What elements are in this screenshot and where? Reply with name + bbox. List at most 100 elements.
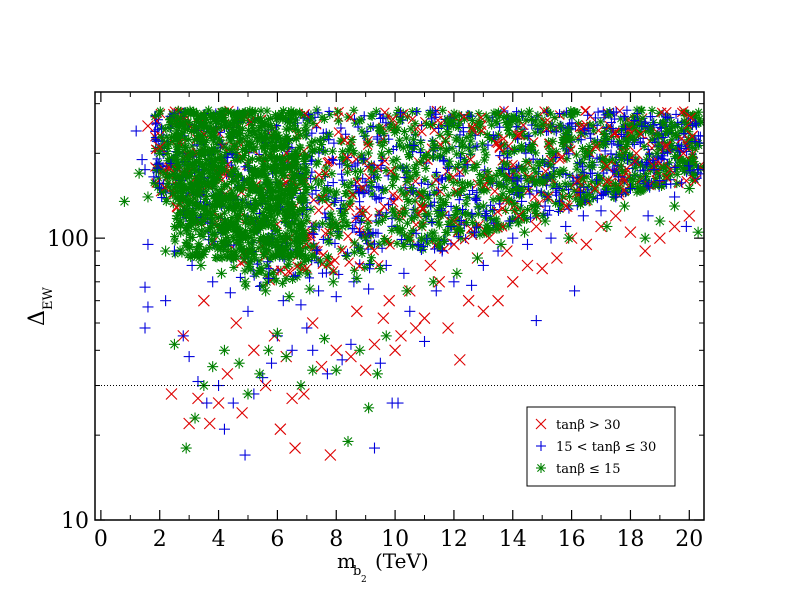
dense-point-star	[197, 147, 207, 157]
dense-point-star	[442, 114, 452, 124]
dense-point-star	[419, 153, 429, 163]
dense-point-star	[258, 209, 268, 219]
dense-point-star	[212, 153, 222, 163]
dense-point-star	[315, 256, 325, 266]
series-2-point-38	[669, 200, 681, 212]
dense-point-star	[499, 113, 509, 123]
dense-point-star	[198, 231, 208, 241]
dense-point-star	[448, 177, 458, 187]
dense-point-star	[401, 133, 411, 143]
legend-label-2: tanβ ≤ 15	[556, 462, 621, 477]
dense-point-star	[176, 118, 186, 128]
dense-point-star	[269, 132, 279, 142]
dense-point-star	[190, 120, 200, 130]
dense-point-plus	[455, 153, 465, 163]
dense-point-star	[216, 185, 226, 195]
dense-point-star	[441, 227, 451, 237]
dense-point-star	[538, 156, 548, 166]
dense-point-star	[286, 187, 296, 197]
dense-point-star	[199, 110, 209, 120]
series-2-point-37	[654, 215, 666, 227]
dense-point-star	[572, 108, 582, 118]
dense-point-star	[170, 153, 180, 163]
dense-point-star	[259, 250, 269, 260]
series-2-point-11	[242, 388, 254, 400]
dense-point-star	[173, 173, 183, 183]
dense-point-star	[455, 226, 465, 236]
dense-point-star	[196, 250, 206, 260]
dense-point-star	[531, 121, 541, 131]
series-2-point-1	[133, 167, 145, 179]
dense-point-star	[308, 241, 318, 251]
dense-point-star	[172, 126, 182, 136]
series-2-point-3	[160, 245, 172, 257]
dense-point-star	[373, 217, 383, 227]
dense-point-star	[479, 145, 489, 155]
series-2-point-61	[183, 183, 195, 195]
dense-point-star	[252, 171, 262, 181]
dense-point-star	[491, 171, 501, 181]
dense-point-star	[397, 224, 407, 234]
series-2-point-5	[180, 442, 192, 454]
dense-point-star	[175, 161, 185, 171]
dense-point-star	[637, 105, 647, 115]
dense-point-star	[228, 109, 238, 119]
dense-point-star	[233, 211, 243, 221]
dense-point-star	[457, 148, 467, 158]
x-axis-label-unit: (TeV)	[375, 549, 429, 573]
dense-point-star	[475, 170, 485, 180]
series-2-point-67	[389, 210, 401, 222]
series-2-point-40	[692, 226, 704, 238]
dense-point-star	[460, 161, 470, 171]
legend: tanβ > 30 15 < tanβ ≤ 30 tanβ ≤ 15	[526, 406, 676, 487]
series-2-point-29	[495, 238, 507, 250]
dense-point-star	[271, 201, 281, 211]
dense-point-star	[529, 164, 539, 174]
dense-point-star	[247, 106, 257, 116]
dense-point-star	[441, 136, 451, 146]
dense-point-star	[307, 145, 317, 155]
series-2-point-28	[471, 252, 483, 264]
dense-point-star	[375, 126, 385, 136]
dense-point-star	[230, 155, 240, 165]
dense-point-star	[282, 117, 292, 127]
dense-point-star	[531, 208, 541, 218]
dense-point-star	[179, 109, 189, 119]
dense-point-star	[212, 199, 222, 209]
dense-point-star	[546, 160, 556, 170]
dense-point-star	[463, 210, 473, 220]
series-2-point-48	[304, 283, 316, 295]
dense-point-star	[186, 107, 196, 117]
dense-point-star	[278, 167, 288, 177]
dense-point-star	[272, 153, 282, 163]
dense-point-star	[216, 162, 226, 172]
dense-point-star	[288, 108, 298, 118]
dense-point-star	[191, 244, 201, 254]
dense-point-star	[319, 134, 329, 144]
dense-point-star	[282, 131, 292, 141]
dense-point-star	[487, 120, 497, 130]
dense-point-star	[303, 269, 313, 279]
dense-point-star	[234, 171, 244, 181]
dense-point-star	[439, 182, 449, 192]
dense-point-star	[189, 193, 199, 203]
dense-point-plus	[374, 193, 384, 203]
dense-point-star	[233, 199, 243, 209]
series-2-point-35	[619, 200, 631, 212]
dense-point-star	[468, 116, 478, 126]
series-2-point-8	[207, 361, 219, 373]
dense-point-star	[479, 155, 489, 165]
dense-point-star	[672, 131, 682, 141]
dense-point-x	[467, 125, 478, 135]
dense-point-star	[207, 235, 217, 245]
series-2-point-6	[189, 412, 201, 424]
dense-point-star	[256, 106, 266, 116]
dense-point-star	[254, 153, 264, 163]
series-2-point-17	[307, 364, 319, 376]
dense-point-plus	[516, 174, 526, 184]
dense-point-star	[328, 215, 338, 225]
dense-point-star	[449, 108, 459, 118]
dense-point-star	[439, 236, 449, 246]
series-2-point-54	[477, 200, 489, 212]
